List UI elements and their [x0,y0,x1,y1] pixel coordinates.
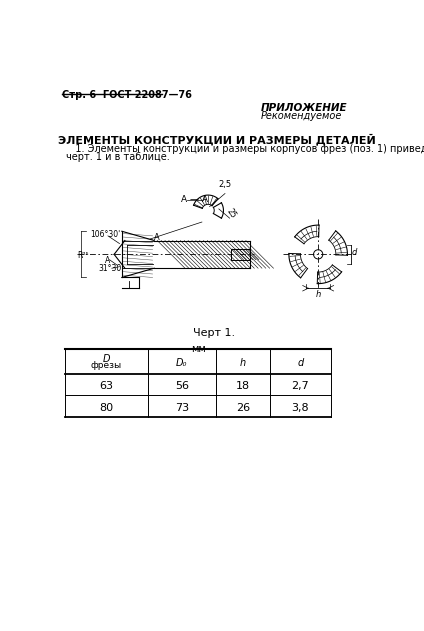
Text: Стр. 6  ГОСТ 22087—76: Стр. 6 ГОСТ 22087—76 [62,90,192,100]
Text: ЭЛЕМЕНТЫ КОНСТРУКЦИИ И РАЗМЕРЫ ДЕТАЛЕЙ: ЭЛЕМЕНТЫ КОНСТРУКЦИИ И РАЗМЕРЫ ДЕТАЛЕЙ [59,134,376,145]
Text: мм: мм [191,344,205,354]
Text: Рекомендуемое: Рекомендуемое [260,111,342,121]
Text: 2,5: 2,5 [219,180,232,189]
Text: h: h [315,290,321,299]
Text: R²⁵: R²⁵ [77,251,89,259]
Text: 106°30': 106°30' [90,230,120,239]
Text: d: d [297,358,304,369]
Text: 18: 18 [236,381,250,391]
Text: A — A: A — A [181,195,209,204]
Text: d: d [352,247,357,257]
Text: 63: 63 [99,381,113,391]
Text: h: h [240,358,246,369]
Text: 26: 26 [236,403,250,413]
Text: черт. 1 и в таблице.: черт. 1 и в таблице. [66,152,169,162]
Text: A: A [105,256,110,265]
Text: фрезы: фрезы [91,362,122,370]
Text: A: A [154,233,160,242]
Text: 3,8: 3,8 [292,403,309,413]
Text: 56: 56 [175,381,189,391]
Text: 2,7: 2,7 [292,381,310,391]
Text: 73: 73 [175,403,189,413]
Text: D: D [103,355,110,365]
Text: 31°30': 31°30' [98,264,123,273]
Text: 25: 25 [225,206,238,220]
Text: 80: 80 [99,403,114,413]
Text: ПРИЛОЖЕНИЕ: ПРИЛОЖЕНИЕ [260,103,347,113]
Text: D₀: D₀ [176,358,187,369]
Text: 1. Элементы конструкции и размеры корпусов фрез (поз. 1) приведены на: 1. Элементы конструкции и размеры корпус… [66,144,424,154]
Text: Черт 1.: Черт 1. [192,328,235,338]
